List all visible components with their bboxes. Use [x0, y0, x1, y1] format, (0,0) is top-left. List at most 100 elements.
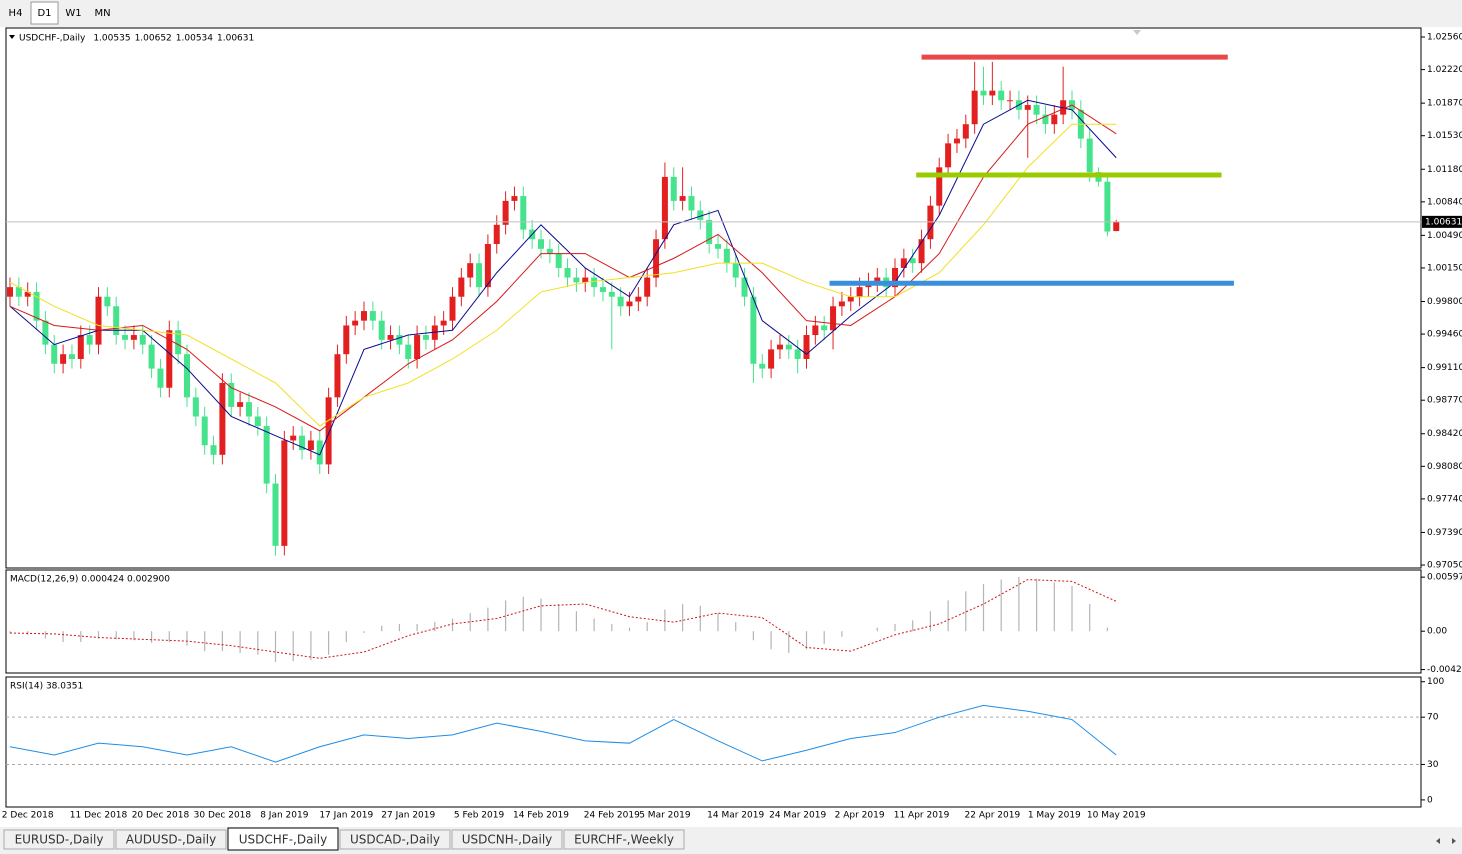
y-tick-label: 1.00490 [1427, 231, 1462, 241]
timeframe-active [30, 1, 59, 25]
candle-body [670, 176, 677, 201]
tab[interactable] [563, 829, 685, 850]
y-tick-label: 0.98770 [1427, 396, 1462, 406]
candle-body [166, 330, 173, 388]
candle-body [95, 296, 102, 345]
candle-body [732, 263, 739, 278]
candle-body [538, 239, 544, 249]
ohlc-value: 1.00652 [135, 34, 172, 44]
x-tick-label: 30 Dec 2018 [194, 811, 252, 821]
y-tick-label: 0 [1427, 795, 1433, 805]
candle-body [555, 253, 562, 268]
scroll-right[interactable] [1452, 838, 1456, 844]
candle-body [794, 349, 801, 359]
candle-body [927, 205, 934, 240]
candle-body [51, 344, 58, 364]
candle-body [33, 291, 40, 321]
candle-body [1024, 105, 1031, 110]
candle-body [343, 325, 350, 355]
ohlc-value: 1.00631 [217, 34, 254, 44]
candle-body [42, 320, 49, 345]
tab-label[interactable]: USDCNH-,Daily [462, 833, 553, 847]
candle-body [1104, 181, 1111, 232]
tab[interactable] [115, 829, 227, 850]
candle-body [299, 435, 306, 451]
timeframe-button[interactable]: D1 [37, 8, 51, 19]
candle-body [546, 248, 553, 254]
candle-body [1007, 100, 1014, 102]
candle-body [821, 325, 828, 331]
candle-body [7, 287, 13, 297]
candle-body [644, 277, 651, 297]
price-tag-label: 1.00631 [1425, 217, 1462, 227]
tab-label[interactable]: EURUSD-,Daily [15, 833, 104, 847]
y-tick-label: 1.01180 [1427, 165, 1462, 175]
candle-body [263, 426, 270, 484]
candle-body [148, 344, 155, 369]
candle-body [706, 220, 713, 244]
x-tick-label: 14 Feb 2019 [513, 811, 569, 821]
tab[interactable] [3, 829, 115, 850]
timeframe-button[interactable]: MN [94, 8, 110, 19]
candle-body [936, 167, 943, 206]
candle-body [750, 296, 757, 364]
y-tick-label: 30 [1427, 760, 1439, 770]
candle-body [723, 248, 730, 264]
x-tick-label: 2 Dec 2018 [2, 811, 54, 821]
tab[interactable] [451, 829, 563, 850]
candle-body [281, 440, 288, 546]
shift-marker [1133, 30, 1141, 35]
candle-body [184, 354, 190, 398]
x-tick-label: 10 May 2019 [1087, 811, 1146, 821]
y-tick-label: 0.98080 [1427, 462, 1462, 472]
candle-body [24, 291, 31, 297]
candle-body [608, 291, 615, 297]
candle-body [759, 363, 766, 369]
moving-average [9, 99, 1117, 456]
x-tick-label: 11 Apr 2019 [894, 811, 950, 821]
candle-body [803, 335, 810, 359]
y-tick-label: -0.00424 [1427, 665, 1462, 675]
candle-body [1033, 105, 1040, 115]
candle-body [476, 263, 483, 288]
timeframe-button[interactable]: W1 [65, 8, 81, 19]
candle-body [254, 416, 261, 427]
tab-active[interactable] [227, 827, 339, 851]
tab-label[interactable]: USDCHF-,Daily [239, 833, 327, 847]
y-tick-label: 1.00150 [1427, 263, 1462, 273]
candle-body [564, 267, 571, 278]
ohlc-value: 1.00534 [176, 34, 213, 44]
macd-signal [9, 579, 1117, 659]
y-tick-label: 0.99110 [1427, 363, 1462, 373]
candle-body [405, 344, 412, 359]
y-tick-label: 100 [1427, 677, 1444, 687]
candle-body [962, 124, 969, 139]
candle-body [980, 90, 987, 96]
y-tick-label: 0.99800 [1427, 297, 1462, 307]
candle-body [458, 277, 465, 297]
candle-body [635, 296, 642, 302]
candle-body [874, 277, 881, 283]
candle-body [157, 368, 164, 388]
candle-body [776, 344, 783, 350]
x-tick-label: 24 Mar 2019 [769, 811, 826, 821]
tab-label[interactable]: AUDUSD-,Daily [126, 833, 216, 847]
candle-body [15, 287, 22, 297]
timeframe-button[interactable]: H4 [9, 8, 23, 19]
candle-body [741, 277, 748, 297]
candle-body [396, 335, 403, 345]
tab-label[interactable]: EURCHF-,Weekly [574, 833, 674, 847]
x-tick-label: 8 Jan 2019 [260, 811, 308, 821]
tab-label[interactable]: USDCAD-,Daily [350, 833, 440, 847]
scroll-left[interactable] [1436, 838, 1440, 844]
ohlc-value: 1.00535 [93, 34, 130, 44]
tab[interactable] [339, 829, 451, 850]
candle-body [785, 344, 792, 350]
candle-body [307, 440, 314, 451]
macd-label: MACD(12,26,9) 0.000424 0.002900 [10, 575, 170, 585]
candle-body [838, 301, 845, 307]
candle-body [1086, 138, 1093, 173]
candle-body [520, 196, 527, 230]
